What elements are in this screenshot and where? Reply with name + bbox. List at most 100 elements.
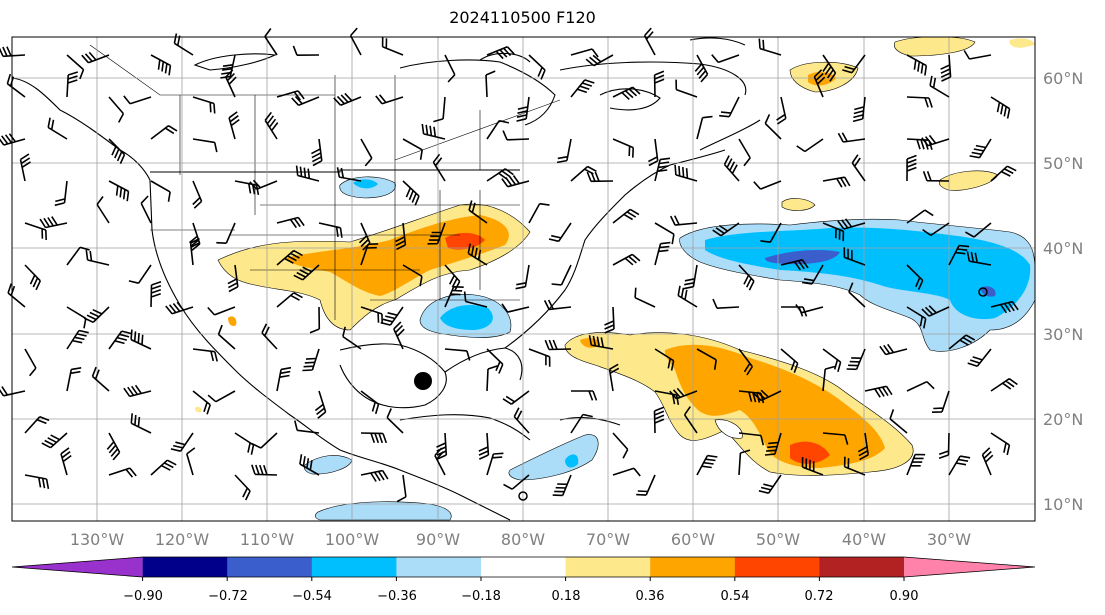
wind-barb: [276, 90, 305, 101]
wind-barb: [922, 171, 950, 182]
lat-label: 60°N: [1043, 69, 1083, 88]
wind-barb: [66, 246, 90, 266]
wind-barb: [501, 175, 530, 188]
wind-barb: [764, 432, 782, 456]
colorbar-tick-labels: −0.90 −0.72 −0.54 −0.36 −0.18 0.18 0.36 …: [123, 589, 918, 604]
wind-barb: [427, 222, 446, 245]
wind-barb: [889, 409, 908, 434]
lon-label: 130°W: [70, 530, 125, 549]
wind-barb: [963, 50, 992, 60]
wind-barb: [843, 456, 866, 476]
wind-barb: [712, 222, 740, 237]
wind-barb: [264, 28, 278, 56]
wind-barb: [207, 306, 236, 316]
wind-barb: [150, 180, 171, 202]
wind-barb: [486, 365, 498, 392]
wind-barb: [128, 264, 152, 284]
wind-barb: [843, 247, 866, 266]
wind-barb: [654, 241, 671, 266]
wind-barb: [292, 45, 320, 56]
wind-barb: [636, 474, 656, 496]
wind-barb: [738, 449, 751, 476]
colorbar-tick-label: 0.90: [890, 589, 919, 604]
wind-barb: [738, 432, 765, 446]
wind-barb: [66, 306, 87, 329]
lat-label: 50°N: [1043, 154, 1083, 173]
wind-barb: [738, 348, 753, 376]
wind-barb: [822, 348, 842, 373]
wind-barb: [969, 138, 992, 159]
wind-barb: [478, 432, 490, 460]
graticule: [12, 37, 1035, 521]
wind-barb: [677, 285, 698, 308]
wind-barb: [108, 180, 130, 202]
colorbar-segment: [565, 557, 651, 577]
wind-barb: [486, 46, 515, 60]
state-borders: [89, 44, 561, 320]
wind-barb: [696, 348, 717, 370]
wind-barb: [130, 329, 152, 350]
storm-marker-caribbean: [518, 491, 528, 501]
wind-barb: [948, 455, 971, 476]
wind-barb: [188, 222, 201, 251]
lat-label: 40°N: [1043, 239, 1083, 258]
wind-barb: [393, 321, 405, 350]
wind-barb: [395, 222, 407, 251]
wind-barb: [801, 264, 824, 285]
wind-barb: [906, 380, 935, 392]
wind-barb: [309, 306, 321, 334]
colorbar-segment: [396, 557, 482, 577]
wind-barb: [938, 432, 950, 460]
wind-barb: [570, 413, 593, 434]
wind-barb: [396, 474, 407, 503]
colorbar-tick-label: 0.72: [805, 589, 834, 604]
wind-barb: [360, 469, 389, 482]
wind-barb: [990, 432, 1011, 456]
wind-barb: [150, 280, 162, 308]
wind-barb: [570, 79, 595, 98]
wind-barb: [295, 165, 320, 182]
wind-barb: [965, 222, 992, 238]
wind-barb: [486, 168, 514, 182]
wind-barb: [683, 264, 698, 290]
wind-barb: [207, 390, 236, 403]
wind-barb: [276, 249, 303, 266]
lat-label: 30°N: [1043, 325, 1083, 344]
wind-barb: [948, 244, 970, 266]
wind-barb: [47, 117, 68, 140]
wind-barb: [360, 243, 379, 266]
wind-barb: [302, 348, 320, 372]
wind-barb: [653, 406, 665, 434]
wind-barb: [712, 298, 740, 309]
wind-barb: [570, 48, 599, 58]
wind-barb: [501, 303, 530, 313]
wind-barb: [380, 306, 404, 326]
wind-barb: [108, 138, 126, 165]
colorbar-tick-label: 0.36: [636, 589, 665, 604]
wind-barb: [842, 54, 866, 74]
wind-barb: [24, 264, 42, 291]
wind-barb: [948, 334, 976, 350]
wind-barb: [674, 164, 698, 182]
wind-barb: [402, 180, 420, 206]
wind-barb: [0, 386, 26, 397]
wind-barb: [669, 387, 698, 400]
wind-barb: [758, 38, 782, 56]
wind-barb: [906, 264, 924, 290]
wind-barb: [0, 133, 26, 146]
wind-barb: [358, 222, 371, 251]
wind-barb: [711, 54, 740, 64]
wind-barb: [91, 366, 110, 392]
wind-barb: [776, 96, 787, 125]
wind-barb: [486, 452, 504, 476]
wind-barb: [654, 348, 675, 371]
wind-barb: [857, 432, 869, 461]
wind-barb: [801, 457, 824, 476]
wind-barb: [612, 253, 641, 266]
colorbar-extend-low: [12, 557, 143, 577]
colorbar: −0.90 −0.72 −0.54 −0.36 −0.18 0.18 0.36 …: [11, 556, 1036, 604]
wind-barb: [108, 96, 125, 123]
colorbar-tick-label: −0.72: [208, 589, 248, 604]
wind-barb: [503, 474, 530, 490]
